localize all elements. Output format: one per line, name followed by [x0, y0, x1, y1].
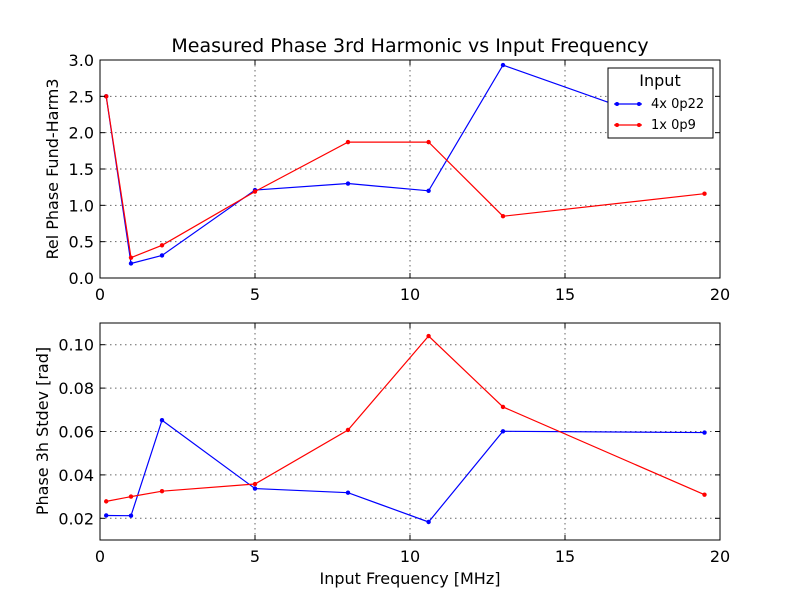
bottom-ytick-label: 0.04: [58, 466, 94, 485]
legend-marker-1x-0p9-end: [637, 123, 641, 127]
bottom-point-4x-0p22: [104, 513, 109, 518]
bottom-point-1x-0p9: [345, 427, 351, 433]
top-ytick-label: 2.5: [69, 87, 94, 106]
legend-marker-4x-0p22: [615, 102, 619, 106]
bottom-point-4x-0p22: [500, 429, 506, 434]
bottom-xtick-label: 15: [555, 547, 575, 566]
bottom-ytick-label: 0.10: [58, 336, 94, 355]
top-series-line-1x-0p9: [105, 96, 705, 259]
bottom-point-4x-0p22: [426, 519, 431, 525]
bottom-point-4x-0p22: [159, 418, 165, 423]
top-ytick-label: 2.0: [69, 124, 94, 143]
top-ytick-label: 0.0: [69, 269, 94, 288]
top-point-1x-0p9: [426, 139, 431, 145]
top-xtick-label: 10: [400, 285, 420, 304]
bottom-point-1x-0p9: [104, 499, 109, 504]
bottom-point-4x-0p22: [128, 513, 134, 518]
bottom-point-1x-0p9: [252, 481, 258, 487]
bottom-point-4x-0p22: [345, 490, 351, 495]
bottom-point-1x-0p9: [702, 492, 707, 497]
bottom-xtick-label: 10: [400, 547, 420, 566]
bottom-series-line-1x-0p9: [106, 335, 705, 502]
top-xtick-label: 20: [710, 285, 730, 304]
top-point-1x-0p9: [104, 94, 109, 99]
top-point-4x-0p22: [500, 62, 506, 68]
legend-label-4x-0p22: 4x 0p22: [651, 97, 704, 112]
legend-item-1x-0p9: 1x 0p9: [614, 118, 696, 133]
top-point-1x-0p9: [345, 139, 351, 145]
legend: Input 4x 0p22 1x 0p9: [607, 67, 714, 139]
bottom-xtick-label: 5: [250, 547, 260, 566]
top-xtick-label: 0: [95, 285, 105, 304]
top-ytick-label: 1.0: [69, 196, 94, 215]
bottom-point-4x-0p22: [702, 430, 707, 435]
bottom-point-1x-0p9: [500, 404, 506, 410]
x-axis-label: Input Frequency [MHz]: [320, 569, 501, 588]
top-series-line-4x-0p22: [105, 64, 705, 265]
top-panel: 0 5 10 15 20 0.0 0.5 1.0 1.5 2.0 2.5 3.0 Rel Phase…: [43, 51, 730, 304]
top-point-1x-0p9: [500, 214, 506, 219]
bottom-panel: 0 5 10 15 20 0.02 0.04 0.06 0.08 0.10 Phase 3h S…: [33, 322, 730, 588]
bottom-y-axis-label: Phase 3h Stdev [rad]: [33, 347, 52, 515]
legend-item-4x-0p22: 4x 0p22: [614, 97, 704, 112]
legend-label-1x-0p9: 1x 0p9: [651, 118, 696, 133]
top-point-1x-0p9: [128, 255, 134, 260]
bottom-point-1x-0p9: [426, 333, 431, 339]
legend-box: [607, 67, 714, 139]
bottom-ytick-label: 0.08: [58, 379, 94, 398]
legend-title: Input: [639, 71, 680, 90]
bottom-ytick-label: 0.02: [58, 509, 94, 528]
legend-marker-1x-0p9: [615, 123, 619, 127]
top-point-4x-0p22: [345, 181, 351, 186]
top-ytick-label: 1.5: [69, 160, 94, 179]
top-ytick-label: 3.0: [69, 51, 94, 70]
top-point-1x-0p9: [159, 243, 165, 248]
top-point-4x-0p22: [426, 188, 431, 193]
bottom-series-line-4x-0p22: [106, 419, 705, 523]
top-xtick-label: 5: [250, 285, 260, 304]
legend-marker-4x-0p22-end: [637, 102, 641, 106]
chart-title: Measured Phase 3rd Harmonic vs Input Fre…: [171, 35, 648, 57]
top-point-4x-0p22: [159, 253, 165, 258]
top-y-axis-label: Rel Phase Fund-Harm3: [43, 78, 62, 259]
top-xtick-label: 15: [555, 285, 575, 304]
bottom-point-1x-0p9: [159, 488, 165, 494]
top-ytick-label: 0.5: [69, 233, 94, 252]
top-point-1x-0p9: [702, 191, 707, 196]
bottom-point-4x-0p22: [252, 486, 258, 491]
top-point-4x-0p22: [128, 261, 134, 266]
top-point-1x-0p9: [252, 189, 258, 194]
bottom-point-1x-0p9: [128, 494, 134, 499]
bottom-xtick-label: 20: [710, 547, 730, 566]
bottom-xtick-label: 0: [95, 547, 105, 566]
bottom-ytick-label: 0.06: [58, 423, 94, 442]
